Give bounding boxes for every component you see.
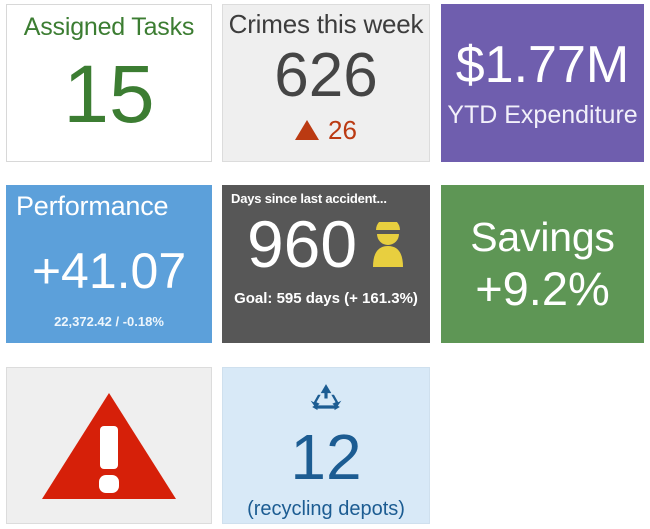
tile-savings[interactable]: Savings +9.2% — [441, 185, 644, 343]
tile-value-row: 960 — [222, 211, 430, 277]
tile-days-since-last-accident[interactable]: Days since last accident... 960 Goal: 59… — [222, 185, 430, 343]
tile-value: 960 — [246, 207, 358, 281]
tile-assigned-tasks[interactable]: Assigned Tasks 15 — [6, 4, 212, 162]
triangle-up-icon — [295, 120, 320, 140]
warning-triangle-icon — [42, 392, 176, 499]
tile-caption: (recycling depots) — [247, 498, 405, 520]
tile-title: Performance — [16, 191, 169, 221]
tile-crimes-this-week[interactable]: Crimes this week 626 26 — [222, 4, 430, 162]
tile-title: Crimes this week — [228, 9, 424, 39]
tile-value: $1.77M — [455, 35, 630, 94]
tile-title: Savings — [470, 213, 615, 260]
tile-delta-value: 26 — [328, 115, 357, 145]
tile-title: Days since last accident... — [231, 191, 387, 206]
tile-alert[interactable] — [6, 367, 212, 524]
recycling-icon — [310, 384, 342, 411]
tile-value: 12 — [290, 421, 362, 493]
tile-ytd-expenditure[interactable]: $1.77M YTD Expenditure — [441, 4, 644, 162]
tile-value: 626 — [274, 41, 378, 110]
tile-value: +9.2% — [475, 261, 610, 315]
hard-hat-worker-icon — [373, 221, 404, 267]
tile-recycling-depots[interactable]: 12 (recycling depots) — [222, 367, 430, 524]
tile-value: +41.07 — [31, 243, 187, 299]
tile-caption: YTD Expenditure — [447, 100, 638, 129]
tile-caption: 22,372.42 / -0.18% — [54, 314, 164, 329]
tile-performance[interactable]: Performance +41.07 22,372.42 / -0.18% — [6, 185, 212, 343]
tile-delta: 26 — [295, 117, 357, 143]
tile-title: Assigned Tasks — [23, 13, 195, 41]
tile-value: 15 — [63, 49, 155, 140]
tile-caption: Goal: 595 days (+ 161.3%) — [234, 290, 418, 307]
